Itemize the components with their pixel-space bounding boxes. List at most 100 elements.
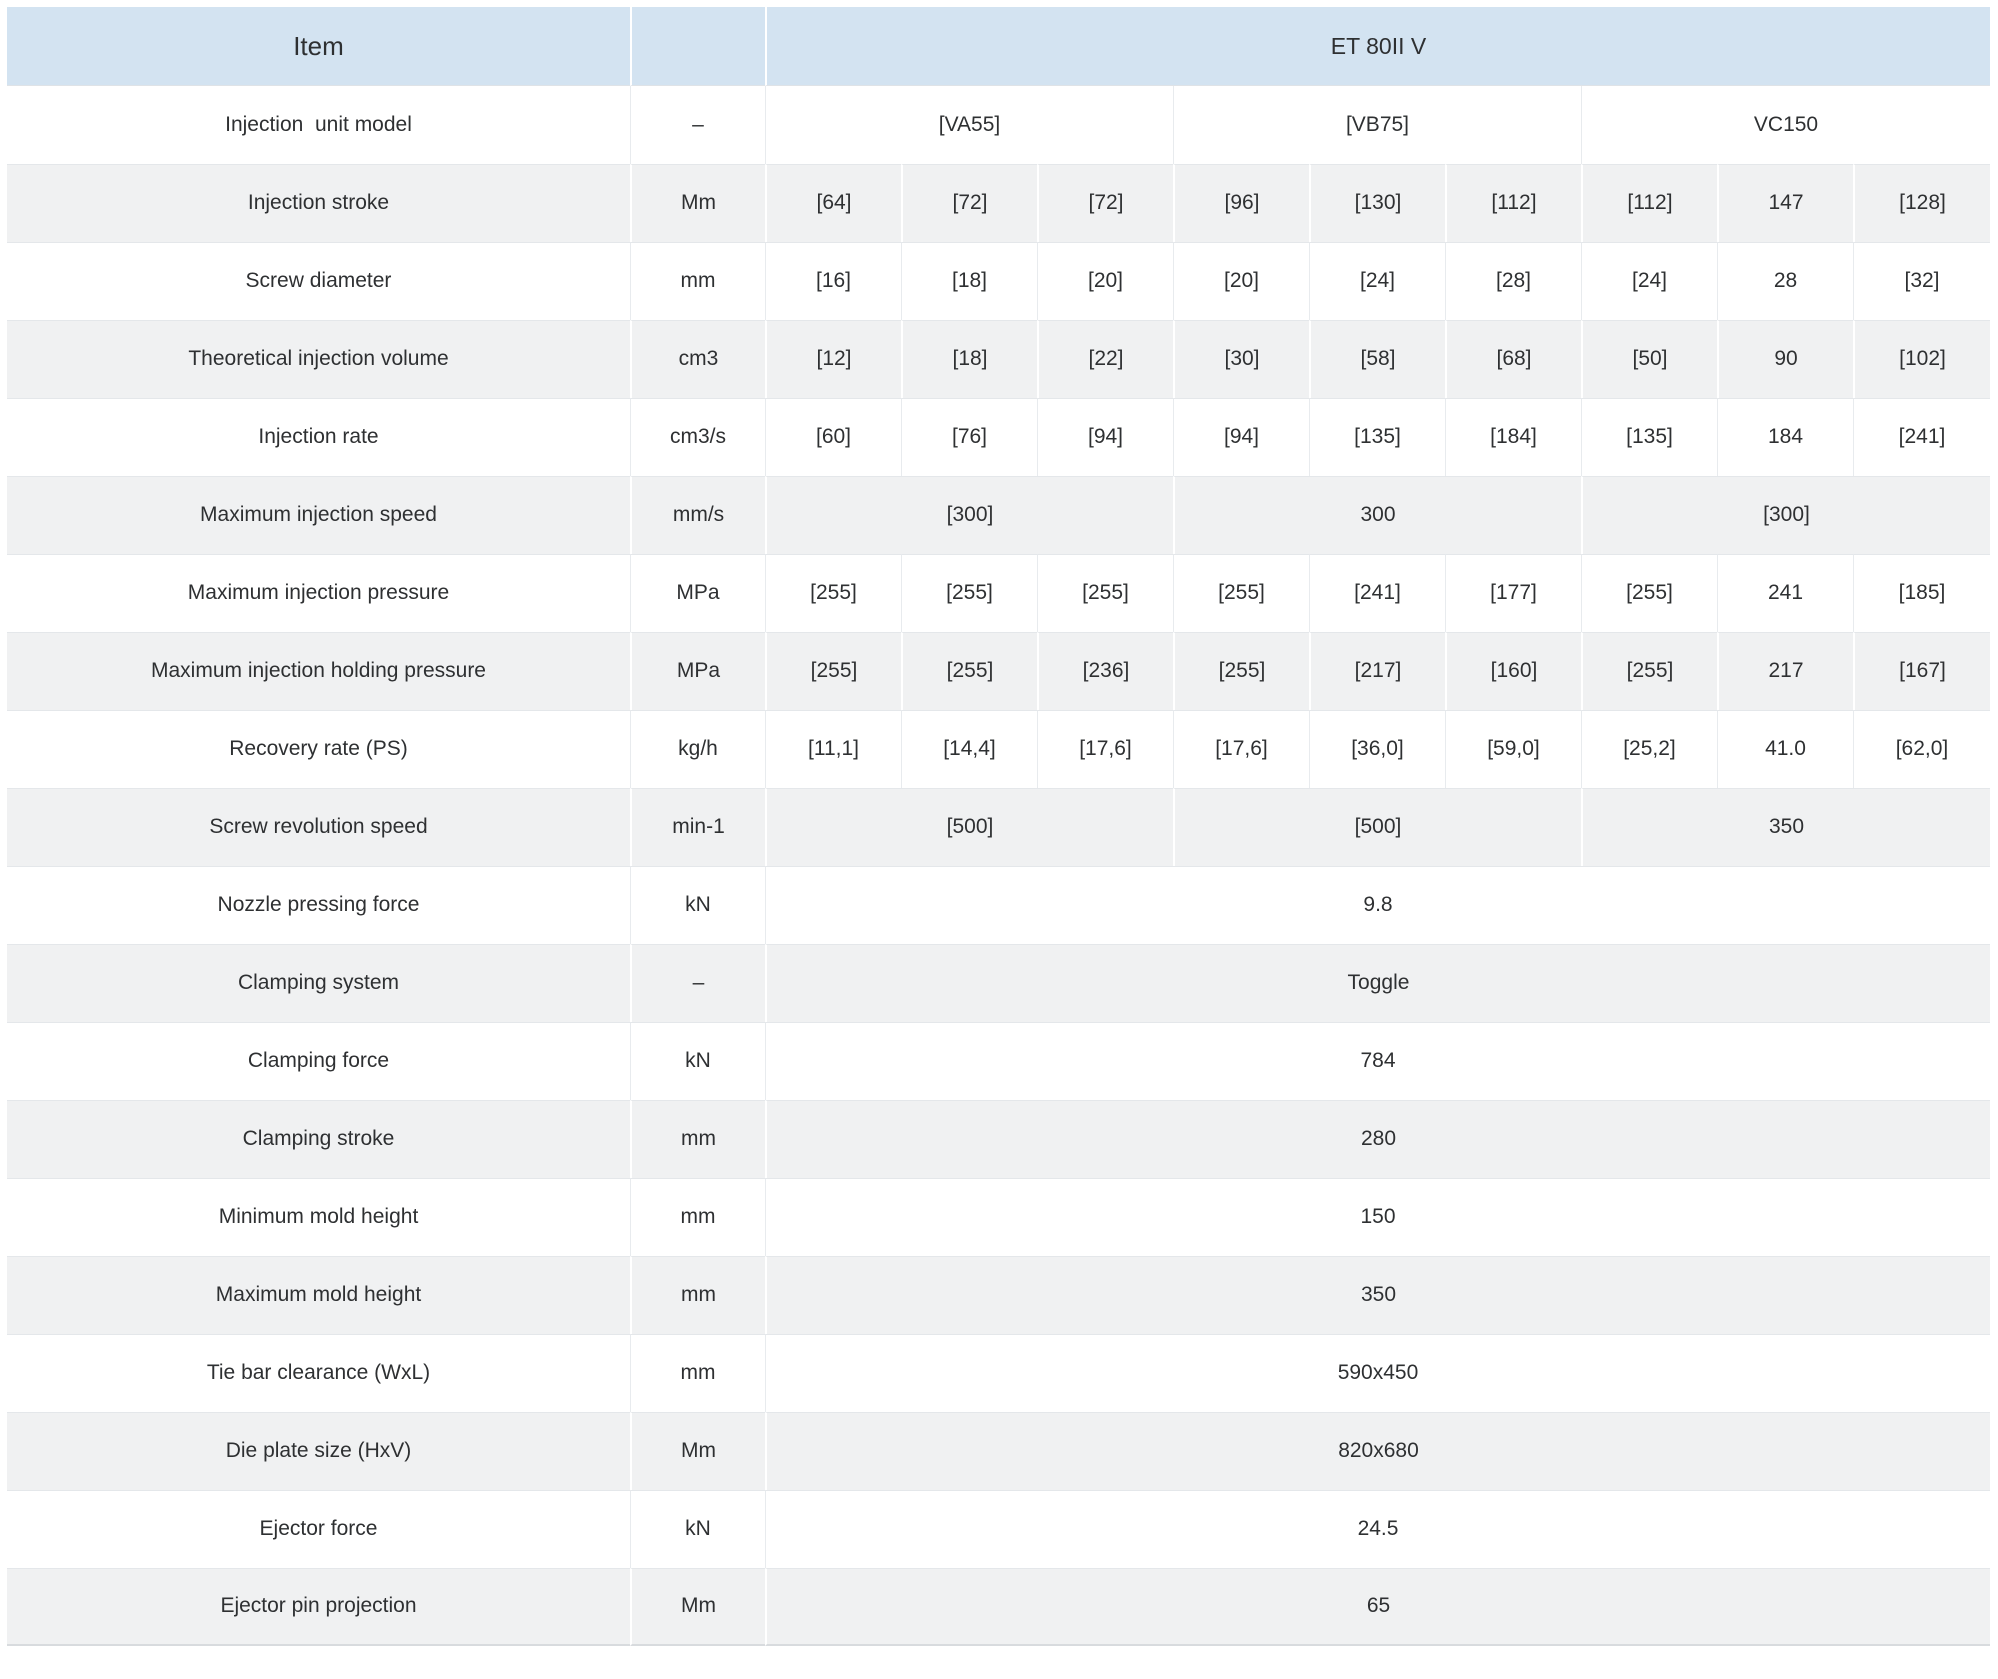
unit-cell: mm [630, 1334, 765, 1412]
unit-cell: cm3/s [630, 398, 765, 476]
value-cell: [20] [1037, 242, 1173, 320]
row-injection-stroke: Injection stroke Mm [64] [72] [72] [96] … [7, 164, 1990, 242]
unit-cell: mm [630, 242, 765, 320]
value-cell: [255] [765, 554, 901, 632]
value-cell: 217 [1717, 632, 1853, 710]
value-cell: [36,0] [1309, 710, 1445, 788]
value-cell: [185] [1853, 554, 1990, 632]
row-label: Injection rate [7, 398, 630, 476]
value-cell: [94] [1037, 398, 1173, 476]
unit-cell: Mm [630, 1568, 765, 1646]
unit-cell: MPa [630, 632, 765, 710]
value-cell: [255] [1581, 554, 1717, 632]
value-cell: [17,6] [1037, 710, 1173, 788]
row-recovery-rate: Recovery rate (PS) kg/h [11,1] [14,4] [1… [7, 710, 1990, 788]
value-cell: [12] [765, 320, 901, 398]
unit-cell: Mm [630, 1412, 765, 1490]
value-cell: 184 [1717, 398, 1853, 476]
value-cell: 590x450 [765, 1334, 1990, 1412]
value-cell: [160] [1445, 632, 1581, 710]
value-cell: [50] [1581, 320, 1717, 398]
row-label: Injection stroke [7, 164, 630, 242]
value-cell: 150 [765, 1178, 1990, 1256]
row-label: Ejector pin projection [7, 1568, 630, 1646]
value-cell: [58] [1309, 320, 1445, 398]
value-cell: Toggle [765, 944, 1990, 1022]
row-label: Maximum mold height [7, 1256, 630, 1334]
unit-cell: – [630, 86, 765, 164]
value-cell: [18] [901, 320, 1037, 398]
row-theoretical-injection-volume: Theoretical injection volume cm3 [12] [1… [7, 320, 1990, 398]
unit-cell: – [630, 944, 765, 1022]
value-cell: [14,4] [901, 710, 1037, 788]
value-cell: [255] [1581, 632, 1717, 710]
value-cell: [VB75] [1173, 86, 1581, 164]
row-label: Tie bar clearance (WxL) [7, 1334, 630, 1412]
value-cell: [130] [1309, 164, 1445, 242]
value-cell: [135] [1309, 398, 1445, 476]
row-label: Injection unit model [7, 86, 630, 164]
row-clamping-system: Clamping system – Toggle [7, 944, 1990, 1022]
unit-cell: mm/s [630, 476, 765, 554]
value-cell: [59,0] [1445, 710, 1581, 788]
value-cell: 65 [765, 1568, 1990, 1646]
value-cell: [16] [765, 242, 901, 320]
value-cell: [241] [1309, 554, 1445, 632]
unit-cell: mm [630, 1100, 765, 1178]
value-cell: 300 [1173, 476, 1581, 554]
row-label: Clamping force [7, 1022, 630, 1100]
value-cell: 9.8 [765, 866, 1990, 944]
value-cell: 350 [765, 1256, 1990, 1334]
row-label: Recovery rate (PS) [7, 710, 630, 788]
value-cell: [64] [765, 164, 901, 242]
row-label: Ejector force [7, 1490, 630, 1568]
row-label: Die plate size (HxV) [7, 1412, 630, 1490]
row-label: Screw diameter [7, 242, 630, 320]
value-cell: [128] [1853, 164, 1990, 242]
row-clamping-stroke: Clamping stroke mm 280 [7, 1100, 1990, 1178]
value-cell: [20] [1173, 242, 1309, 320]
row-label: Nozzle pressing force [7, 866, 630, 944]
value-cell: [11,1] [765, 710, 901, 788]
row-injection-unit-model: Injection unit model – [VA55] [VB75] VC1… [7, 86, 1990, 164]
row-label: Clamping stroke [7, 1100, 630, 1178]
row-label: Clamping system [7, 944, 630, 1022]
row-screw-diameter: Screw diameter mm [16] [18] [20] [20] [2… [7, 242, 1990, 320]
value-cell: [24] [1309, 242, 1445, 320]
value-cell: [255] [901, 554, 1037, 632]
value-cell: 241 [1717, 554, 1853, 632]
spec-table: Item ET 80II V Injection unit model – [V… [7, 7, 1990, 1646]
value-cell: 820x680 [765, 1412, 1990, 1490]
value-cell: 90 [1717, 320, 1853, 398]
value-cell: [18] [901, 242, 1037, 320]
value-cell: [184] [1445, 398, 1581, 476]
value-cell: [22] [1037, 320, 1173, 398]
header-unit-cell [630, 7, 765, 86]
row-label: Screw revolution speed [7, 788, 630, 866]
row-die-plate-size: Die plate size (HxV) Mm 820x680 [7, 1412, 1990, 1490]
value-cell: [167] [1853, 632, 1990, 710]
value-cell: [217] [1309, 632, 1445, 710]
row-label: Maximum injection speed [7, 476, 630, 554]
row-maximum-mold-height: Maximum mold height mm 350 [7, 1256, 1990, 1334]
row-minimum-mold-height: Minimum mold height mm 150 [7, 1178, 1990, 1256]
value-cell: [300] [765, 476, 1173, 554]
row-injection-rate: Injection rate cm3/s [60] [76] [94] [94]… [7, 398, 1990, 476]
value-cell: [24] [1581, 242, 1717, 320]
row-ejector-pin-projection: Ejector pin projection Mm 65 [7, 1568, 1990, 1646]
value-cell: 41.0 [1717, 710, 1853, 788]
value-cell: 350 [1581, 788, 1990, 866]
value-cell: [32] [1853, 242, 1990, 320]
value-cell: [25,2] [1581, 710, 1717, 788]
value-cell: [60] [765, 398, 901, 476]
row-label: Theoretical injection volume [7, 320, 630, 398]
value-cell: [VA55] [765, 86, 1173, 164]
value-cell: [500] [765, 788, 1173, 866]
value-cell: [72] [901, 164, 1037, 242]
unit-cell: kN [630, 1490, 765, 1568]
value-cell: [102] [1853, 320, 1990, 398]
value-cell: VC150 [1581, 86, 1990, 164]
value-cell: [255] [1037, 554, 1173, 632]
unit-cell: MPa [630, 554, 765, 632]
value-cell: [28] [1445, 242, 1581, 320]
